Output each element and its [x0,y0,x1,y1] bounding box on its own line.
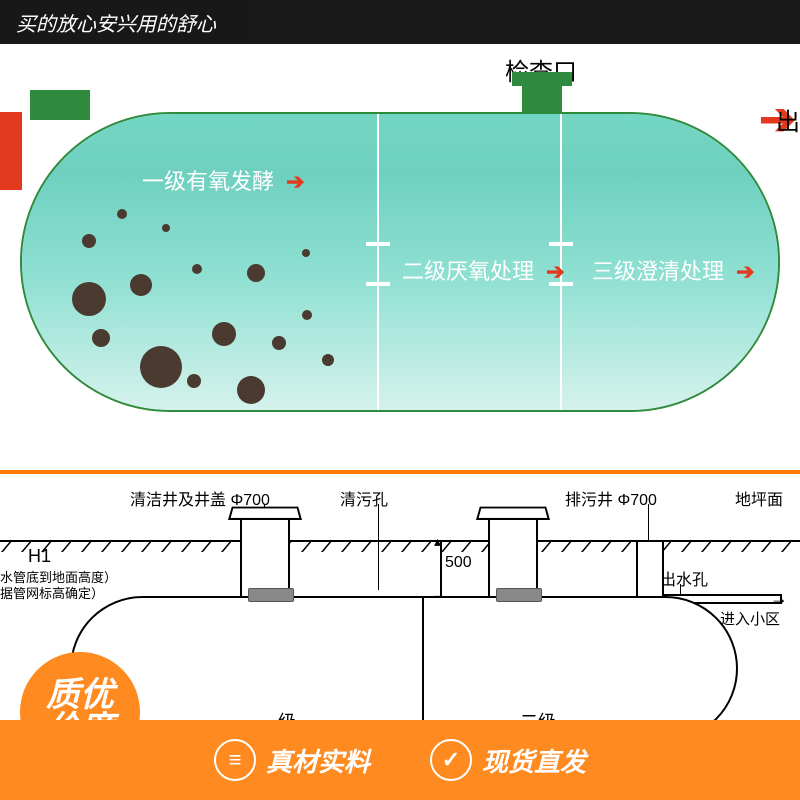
banner-item-2: ✓ 现货直发 [430,739,586,781]
leader-line [264,504,265,505]
label-h1: H1 [28,546,51,567]
dim-arrow-icon: ▴ [434,533,441,550]
bubble [162,224,170,232]
bubble [212,322,236,346]
chamber-1-label: 一级有氧发酵 ➔ [142,164,305,196]
leader-line [648,504,649,540]
h1-note-l2: 据管网标高确定） [0,586,117,602]
chamber-2-text: 二级厌氧处理 [402,259,534,284]
lower-tank-divider [422,598,424,739]
bubble [272,336,286,350]
arrow-icon: ➔ [546,259,564,284]
icon-glyph: ✓ [442,747,460,773]
top-banner: 买的放心安兴用的舒心 [0,0,800,44]
dim-500: 500 [445,554,472,572]
check-icon: ✓ [430,739,472,781]
bubble [247,264,265,282]
banner-item-1: ≡ 真材实料 [214,739,370,781]
bubble [130,274,152,296]
label-h1-note: 水管底到地面高度） 据管网标高确定） [0,570,117,603]
divider-gap [366,282,390,286]
inlet-arrow-block [0,112,22,190]
arrow-icon: ➔ [736,259,754,284]
ground-line [0,540,800,542]
drain-arrow-icon: → [770,588,788,609]
tank-divider-1 [377,114,379,410]
lower-tank-cap [496,588,542,602]
inspection-port-cap [512,72,572,86]
top-banner-text: 买的放心安兴用的舒心 [16,8,216,37]
h1-note-l1: 水管底到地面高度） [0,570,117,586]
bubble [302,249,310,257]
banner-item-1-text: 真材实料 [266,742,370,779]
lower-tank-cap [248,588,294,602]
bottom-banner: ≡ 真材实料 ✓ 现货直发 [0,720,800,800]
chamber-3-label: 三级澄清处理 ➔ [592,254,755,286]
arrow-icon: ➔ [286,169,304,194]
bubble [140,346,182,388]
label-drain-well: 排污井 Φ700 [565,486,657,510]
tank-body: 一级有氧发酵 ➔ 二级厌氧处理 ➔ 三级澄清处理 ➔ [20,112,780,412]
icon-glyph: ≡ [229,747,242,773]
bubble [187,374,201,388]
riser-1-cap [228,507,302,520]
section-divider [0,470,800,474]
material-icon: ≡ [214,739,256,781]
divider-gap [366,242,390,246]
bubble [72,282,106,316]
upper-diagram: 检查口 ➔ 出 一级有氧发酵 ➔ 二级厌氧处理 ➔ 三级澄清处理 ➔ [0,44,800,474]
riser-2-cap [476,507,550,520]
label-outlet: 出水孔 [660,566,708,590]
bubble [92,329,110,347]
leader-line [378,504,379,590]
bubble [117,209,127,219]
chamber-2-label: 二级厌氧处理 ➔ [402,254,565,286]
bubble [237,376,265,404]
banner-item-2-text: 现货直发 [482,742,586,779]
label-clean-hole: 清污孔 [340,486,388,510]
bubble [302,310,312,320]
bubble [192,264,202,274]
badge-line-1: 质优 [46,678,114,712]
chamber-3-text: 三级澄清处理 [592,259,724,284]
chamber-1-text: 一级有氧发酵 [142,169,274,194]
label-inlet-note: 进入小区 [720,608,780,629]
outlet-char: 出 [776,102,800,137]
bubble [322,354,334,366]
divider-gap [549,242,573,246]
label-ground: 地坪面 [735,486,783,510]
bubble [82,234,96,248]
